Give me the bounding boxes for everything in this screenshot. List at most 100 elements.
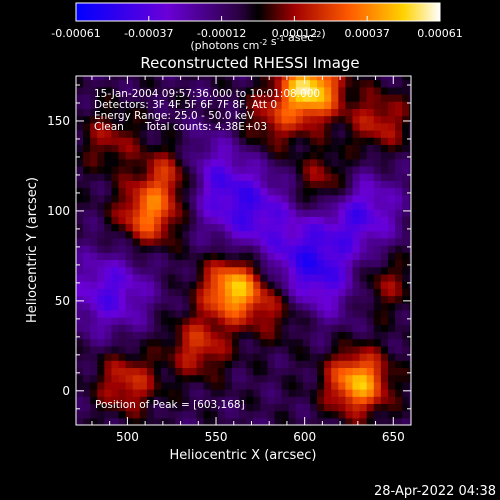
heatmap-cell <box>97 338 105 347</box>
heatmap-cell <box>217 93 226 102</box>
heatmap-cell <box>366 230 375 239</box>
heatmap-cell <box>83 396 91 405</box>
heatmap-cell <box>224 317 233 325</box>
heatmap-cell <box>83 331 91 340</box>
heatmap-cell <box>83 101 91 109</box>
heatmap-cell <box>281 353 290 361</box>
heatmap-cell <box>309 353 318 361</box>
heatmap-cell <box>331 93 339 102</box>
heatmap-cell <box>224 417 233 425</box>
heatmap-cell <box>76 259 84 268</box>
heatmap-cell <box>111 410 120 419</box>
colorbar-tick-label: -0.00037 <box>124 27 173 40</box>
heatmap-cell <box>139 403 148 412</box>
heatmap-cell <box>76 115 84 124</box>
heatmap-cell <box>97 223 105 232</box>
heatmap-cell <box>210 216 219 225</box>
heatmap-cell <box>146 403 155 412</box>
heatmap-cell <box>359 417 368 425</box>
heatmap-cell <box>132 137 141 145</box>
heatmap-cell <box>210 230 219 239</box>
heatmap-cell <box>146 259 155 268</box>
heatmap-cell <box>153 288 162 297</box>
heatmap-cell <box>274 76 283 81</box>
heatmap-cell <box>217 187 226 196</box>
heatmap-cell <box>380 76 389 81</box>
heatmap-cell <box>203 216 212 225</box>
heatmap-cell <box>309 223 318 232</box>
heatmap-cell <box>324 158 332 167</box>
heatmap-cell <box>189 223 198 232</box>
heatmap-cell <box>302 324 311 333</box>
heatmap-cell <box>118 288 127 297</box>
heatmap-cell <box>359 129 368 138</box>
heatmap-cell <box>309 317 318 325</box>
heatmap-cell <box>125 281 134 289</box>
heatmap-cell <box>373 151 382 160</box>
heatmap-cell <box>203 144 212 153</box>
heatmap-cell <box>338 389 347 397</box>
heatmap-cell <box>373 381 382 390</box>
heatmap-cell <box>210 331 219 340</box>
heatmap-cell <box>366 86 375 95</box>
heatmap-cell <box>189 309 198 318</box>
heatmap-cell <box>161 86 169 95</box>
heatmap-cell <box>104 252 113 261</box>
colorbar-tick-label: -0.00061 <box>51 27 100 40</box>
heatmap-cell <box>210 309 219 318</box>
heatmap-cell <box>239 345 247 354</box>
heatmap-cell <box>402 389 410 397</box>
heatmap-cell <box>203 151 212 160</box>
heatmap-cell <box>352 295 361 304</box>
heatmap-cell <box>387 79 396 88</box>
heatmap-cell <box>182 353 191 361</box>
heatmap-cell <box>196 137 205 145</box>
heatmap-cell <box>302 367 311 376</box>
heatmap-cell <box>203 158 212 167</box>
heatmap-cell <box>224 302 233 311</box>
heatmap-cell <box>380 259 389 268</box>
heatmap-cell <box>210 360 219 369</box>
heatmap-cell <box>224 309 233 318</box>
heatmap-cell <box>274 381 283 390</box>
heatmap-cell <box>260 216 269 225</box>
heatmap-cell <box>288 302 297 311</box>
heatmap-cell <box>146 266 155 275</box>
heatmap-cell <box>210 137 219 145</box>
heatmap-cell <box>139 237 148 246</box>
heatmap-cell <box>210 367 219 376</box>
heatmap-cell <box>189 216 198 225</box>
heatmap-cell <box>359 360 368 369</box>
heatmap-cell <box>196 288 205 297</box>
heatmap-cell <box>217 266 226 275</box>
heatmap-cell <box>281 216 290 225</box>
heatmap-cell <box>295 295 304 304</box>
heatmap-cell <box>338 396 347 405</box>
heatmap-cell <box>359 76 368 81</box>
heatmap-cell <box>246 194 254 203</box>
heatmap-cell <box>189 266 198 275</box>
heatmap-cell <box>76 295 84 304</box>
heatmap-cell <box>302 187 311 196</box>
heatmap-cell <box>395 374 403 383</box>
heatmap-cell <box>366 396 375 405</box>
heatmap-cell <box>402 165 410 174</box>
heatmap-cell <box>246 108 254 117</box>
heatmap-cell <box>182 79 191 88</box>
heatmap-cell <box>324 187 332 196</box>
heatmap-cell <box>111 324 120 333</box>
heatmap-cell <box>175 165 183 174</box>
heatmap-cell <box>83 237 91 246</box>
heatmap-cell <box>267 158 276 167</box>
heatmap-cell <box>83 288 91 297</box>
heatmap-cell <box>189 302 198 311</box>
heatmap-cell <box>366 324 375 333</box>
heatmap-cell <box>196 173 205 181</box>
heatmap-cell <box>182 201 191 210</box>
heatmap-cell <box>161 367 169 376</box>
heatmap-cell <box>387 86 396 95</box>
heatmap-cell <box>118 273 127 282</box>
heatmap-cell <box>267 266 276 275</box>
heatmap-cell <box>295 158 304 167</box>
heatmap-cell <box>338 360 347 369</box>
